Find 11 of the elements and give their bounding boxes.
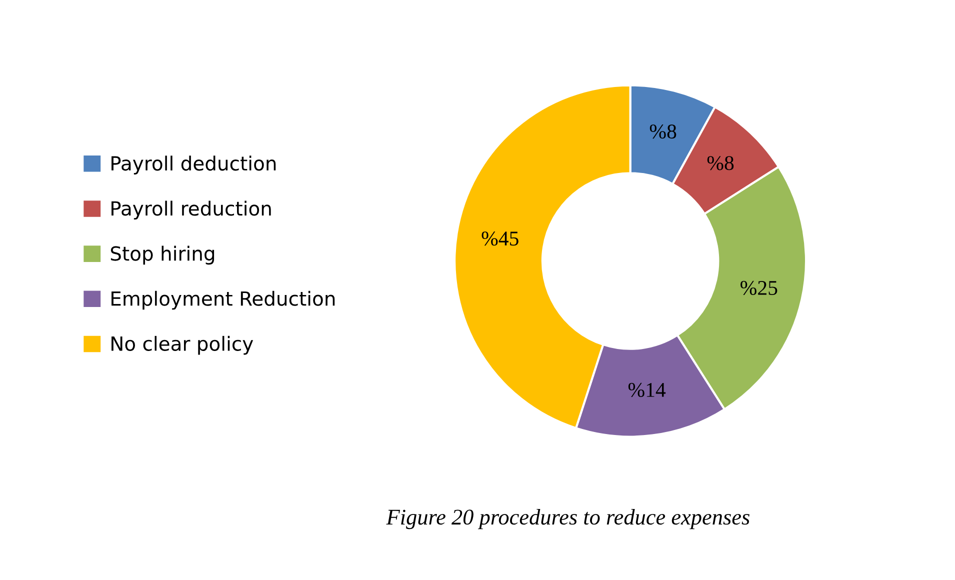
data-label: %45 <box>482 232 518 246</box>
legend-label: Stop hiring <box>110 246 214 265</box>
legend-label: No clear policy <box>112 336 254 355</box>
caption: Figure 20 procedures to reduce expenses <box>386 509 750 530</box>
data-label: %8 <box>707 156 734 170</box>
legend-label: Employment Reduction <box>112 290 335 310</box>
data-label: %14 <box>628 382 666 398</box>
data-label: %25 <box>740 280 778 296</box>
legend-label: Payroll reduction <box>112 200 271 220</box>
legend-label: Payroll deduction <box>112 156 276 174</box>
data-label: %8 <box>650 124 676 139</box>
